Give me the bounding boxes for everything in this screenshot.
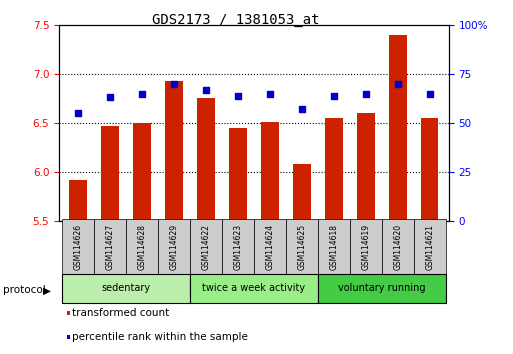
Text: GDS2173 / 1381053_at: GDS2173 / 1381053_at bbox=[152, 13, 320, 27]
Bar bbox=[254, 219, 286, 274]
Text: GSM114625: GSM114625 bbox=[298, 224, 306, 270]
Bar bbox=[382, 219, 413, 274]
Bar bbox=[62, 274, 190, 303]
Bar bbox=[126, 219, 158, 274]
Bar bbox=[69, 180, 87, 221]
Bar bbox=[190, 219, 222, 274]
Bar bbox=[325, 118, 343, 221]
Bar bbox=[389, 35, 406, 221]
Text: protocol: protocol bbox=[3, 285, 45, 295]
Bar bbox=[318, 274, 446, 303]
Text: transformed count: transformed count bbox=[72, 308, 169, 318]
Text: sedentary: sedentary bbox=[102, 283, 151, 293]
Bar bbox=[229, 128, 247, 221]
Bar bbox=[318, 219, 350, 274]
Bar bbox=[94, 219, 126, 274]
Text: GSM114621: GSM114621 bbox=[425, 224, 434, 270]
Text: voluntary running: voluntary running bbox=[338, 283, 425, 293]
Text: GSM114618: GSM114618 bbox=[329, 224, 339, 270]
Point bbox=[234, 93, 242, 98]
Bar bbox=[197, 98, 215, 221]
Text: twice a week activity: twice a week activity bbox=[202, 283, 306, 293]
Point bbox=[362, 91, 370, 96]
Text: GSM114620: GSM114620 bbox=[393, 224, 402, 270]
Point bbox=[170, 81, 178, 87]
Bar bbox=[261, 122, 279, 221]
Text: ▶: ▶ bbox=[43, 285, 51, 295]
Bar bbox=[293, 164, 311, 221]
Bar bbox=[190, 274, 318, 303]
Text: percentile rank within the sample: percentile rank within the sample bbox=[72, 332, 247, 342]
Text: GSM114619: GSM114619 bbox=[361, 224, 370, 270]
Text: GSM114628: GSM114628 bbox=[137, 224, 147, 270]
Bar bbox=[158, 219, 190, 274]
Text: GSM114623: GSM114623 bbox=[233, 224, 243, 270]
Point bbox=[330, 93, 338, 98]
Point bbox=[138, 91, 146, 96]
Point bbox=[202, 87, 210, 92]
Text: GSM114622: GSM114622 bbox=[202, 224, 210, 270]
Text: GSM114627: GSM114627 bbox=[106, 224, 114, 270]
Bar bbox=[102, 126, 119, 221]
Point bbox=[106, 95, 114, 100]
Point bbox=[74, 110, 82, 116]
Bar bbox=[413, 219, 446, 274]
Point bbox=[426, 91, 434, 96]
Bar bbox=[350, 219, 382, 274]
Bar bbox=[357, 113, 374, 221]
Point bbox=[298, 107, 306, 112]
Bar bbox=[286, 219, 318, 274]
Bar bbox=[133, 123, 151, 221]
Text: GSM114629: GSM114629 bbox=[169, 224, 179, 270]
Bar bbox=[62, 219, 94, 274]
Point bbox=[266, 91, 274, 96]
Bar bbox=[222, 219, 254, 274]
Bar bbox=[421, 118, 439, 221]
Bar bbox=[165, 81, 183, 221]
Text: GSM114624: GSM114624 bbox=[265, 224, 274, 270]
Point bbox=[393, 81, 402, 87]
Text: GSM114626: GSM114626 bbox=[74, 224, 83, 270]
